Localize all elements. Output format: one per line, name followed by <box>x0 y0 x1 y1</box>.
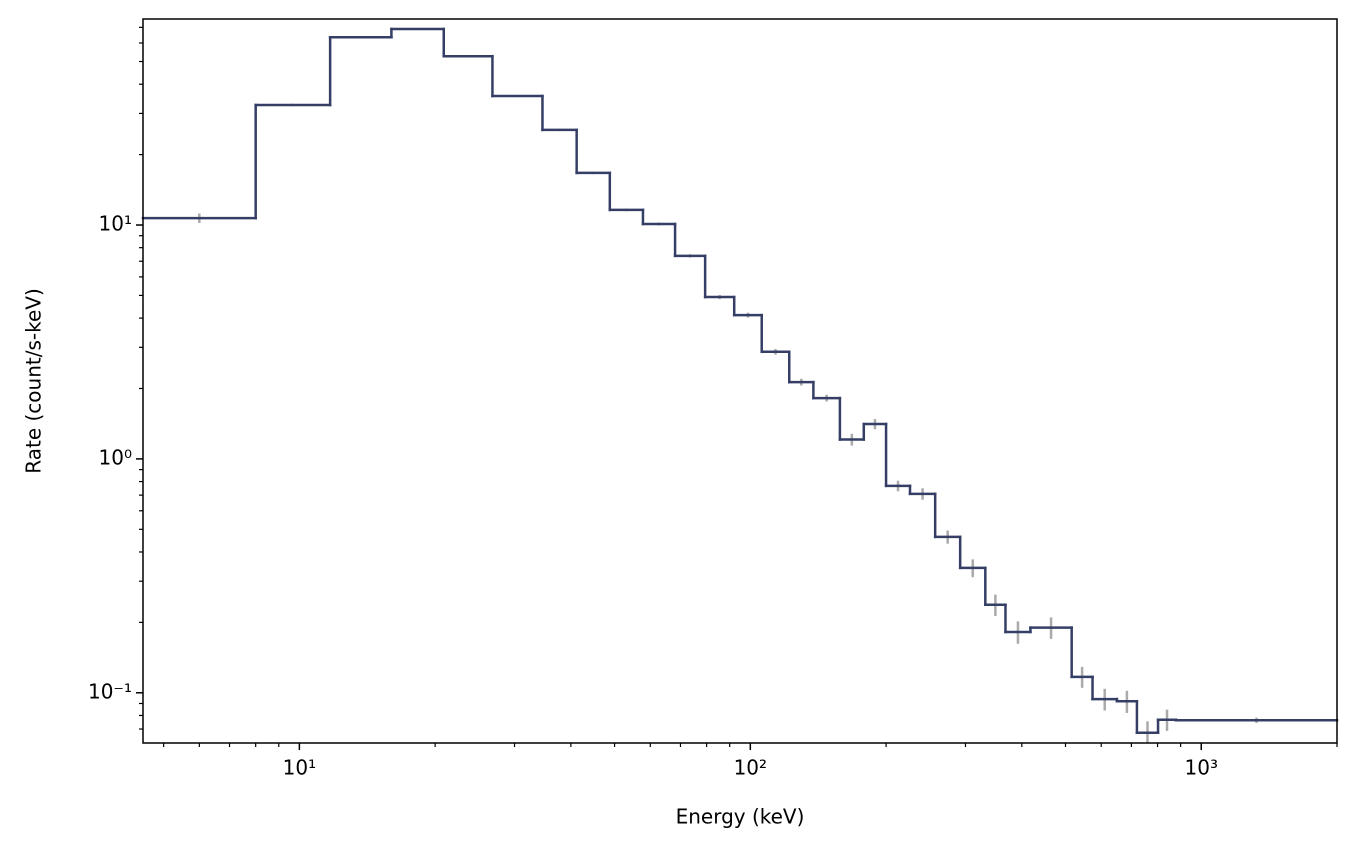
x-tick-label: 10¹ <box>283 756 316 780</box>
x-axis-label: Energy (keV) <box>676 805 805 829</box>
x-tick-label: 10³ <box>1185 756 1218 780</box>
x-tick-label: 10² <box>734 756 767 780</box>
y-tick-label: 10⁰ <box>99 445 132 469</box>
y-tick-label: 10¹ <box>99 212 132 236</box>
plot-frame <box>142 18 1338 744</box>
y-axis-label: Rate (count/s-keV) <box>22 288 46 473</box>
y-tick-label: 10⁻¹ <box>88 679 132 703</box>
